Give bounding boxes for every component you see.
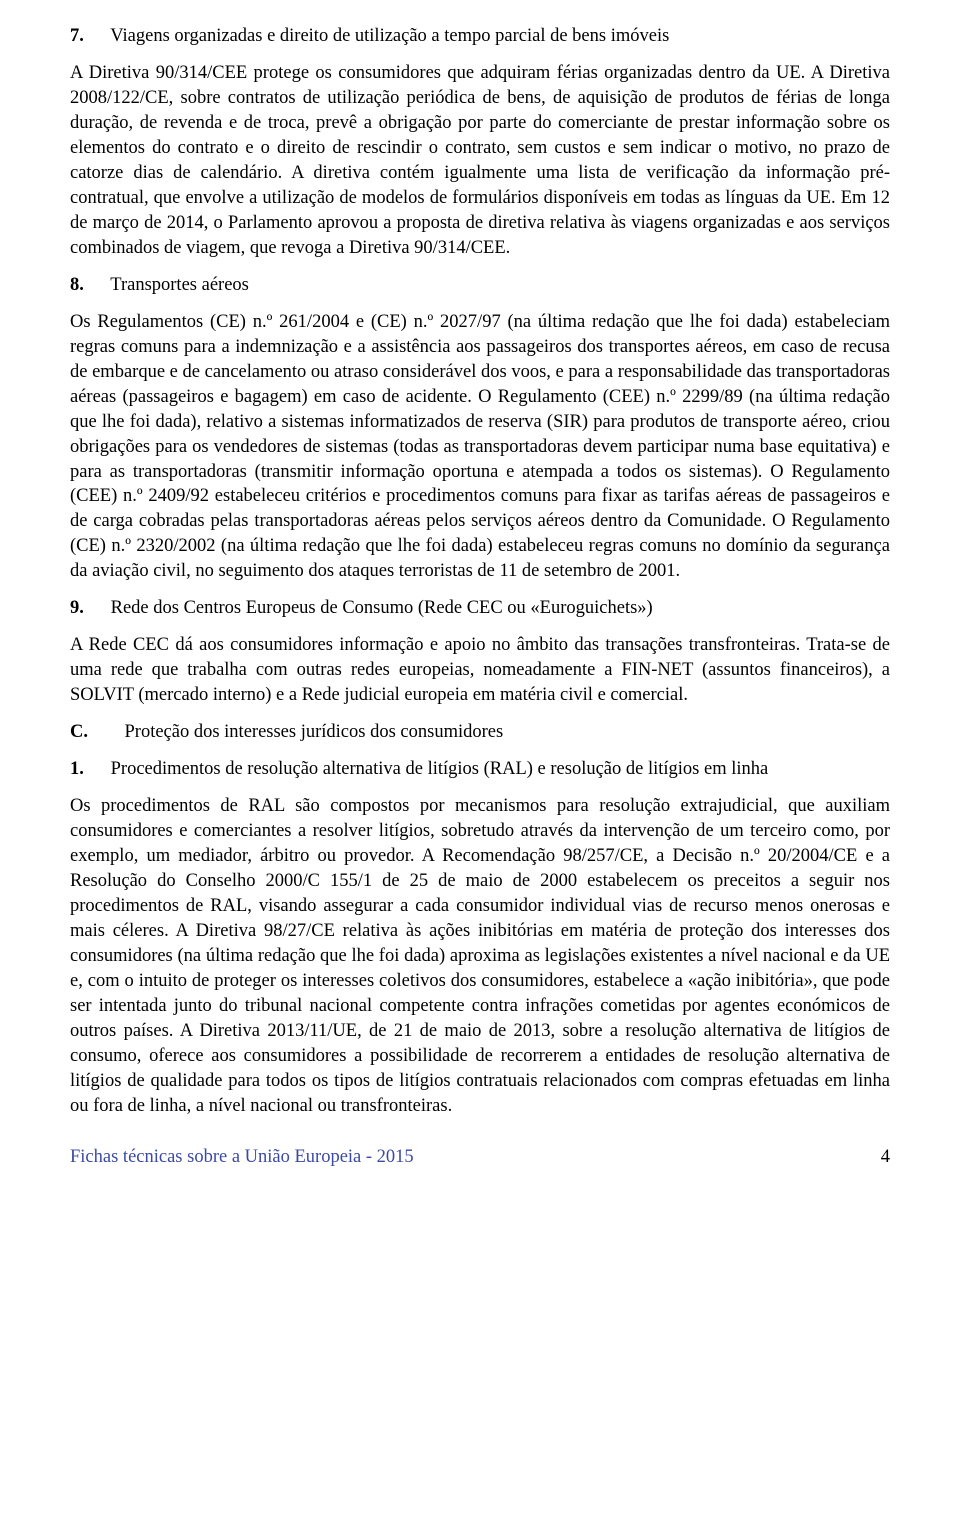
section-9-number: 9. xyxy=(70,596,106,621)
section-c-heading: C. Proteção dos interesses jurídicos dos… xyxy=(70,720,890,745)
section-7-number: 7. xyxy=(70,24,106,49)
section-8-title: Transportes aéreos xyxy=(110,275,249,295)
section-c-number: C. xyxy=(70,720,106,745)
section-9-paragraph: A Rede CEC dá aos consumidores informaçã… xyxy=(70,633,890,708)
section-9-heading: 9. Rede dos Centros Europeus de Consumo … xyxy=(70,596,890,621)
footer-page-number: 4 xyxy=(881,1147,890,1168)
page: 7. Viagens organizadas e direito de util… xyxy=(0,0,960,1188)
footer-left: Fichas técnicas sobre a União Europeia -… xyxy=(70,1147,414,1168)
section-7-paragraph: A Diretiva 90/314/CEE protege os consumi… xyxy=(70,61,890,261)
section-c1-paragraph: Os procedimentos de RAL são compostos po… xyxy=(70,794,890,1119)
section-9-title: Rede dos Centros Europeus de Consumo (Re… xyxy=(111,598,653,618)
section-8-number: 8. xyxy=(70,273,106,298)
section-c1-number: 1. xyxy=(70,757,106,782)
section-c1-heading: 1. Procedimentos de resolução alternativ… xyxy=(70,757,890,782)
section-c1-title: Procedimentos de resolução alternativa d… xyxy=(111,759,769,779)
section-7-title: Viagens organizadas e direito de utiliza… xyxy=(110,26,669,46)
section-7-heading: 7. Viagens organizadas e direito de util… xyxy=(70,24,890,49)
section-8-paragraph: Os Regulamentos (CE) n.º 261/2004 e (CE)… xyxy=(70,310,890,585)
page-footer: Fichas técnicas sobre a União Europeia -… xyxy=(70,1147,890,1168)
section-8-heading: 8. Transportes aéreos xyxy=(70,273,890,298)
section-c-title: Proteção dos interesses jurídicos dos co… xyxy=(125,722,504,742)
